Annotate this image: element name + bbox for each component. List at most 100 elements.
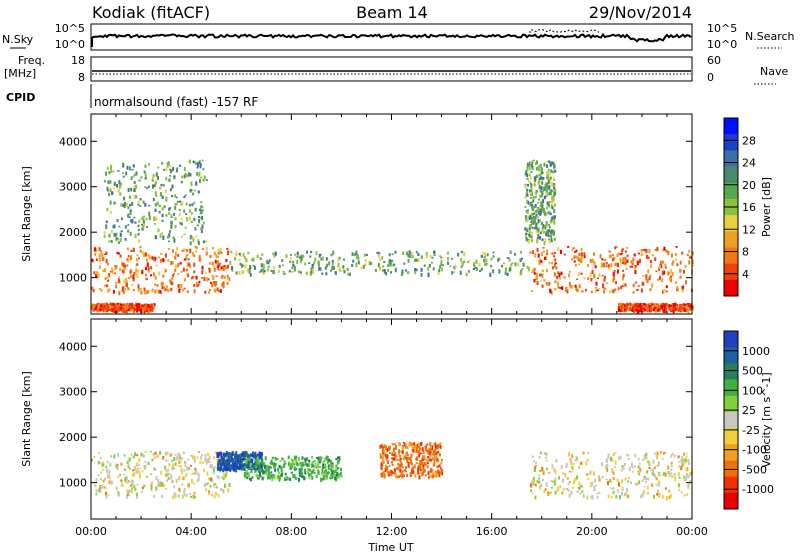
heatmap-cell (243, 256, 246, 260)
heatmap-cell (392, 454, 395, 456)
heatmap-cell (434, 456, 437, 460)
heatmap-cell (239, 456, 241, 460)
heatmap-cell (230, 464, 233, 468)
colorbar-tick-label: -100 (742, 444, 767, 457)
heatmap-cell (156, 284, 159, 287)
heatmap-cell (116, 219, 119, 222)
heatmap-cell (410, 453, 413, 458)
heatmap-cell (246, 459, 249, 464)
heatmap-cell (91, 286, 94, 290)
heatmap-cell (305, 271, 308, 276)
heatmap-cell (308, 477, 311, 480)
heatmap-cell (201, 224, 204, 229)
heatmap-cell (122, 163, 125, 168)
freq-label-2: [MHz] (4, 67, 36, 80)
heatmap-cell (404, 443, 407, 446)
heatmap-cell (547, 211, 550, 215)
heatmap-cell (161, 162, 164, 165)
heatmap-cell (284, 477, 287, 481)
heatmap-cell (627, 477, 630, 480)
heatmap-cell (146, 187, 148, 189)
heatmap-cell (146, 290, 149, 295)
heatmap-cell (280, 472, 283, 477)
nave-tick-top: 60 (707, 54, 721, 67)
heatmap-cell (548, 176, 551, 181)
heatmap-cell (232, 468, 235, 471)
colorbar-swatch (724, 134, 738, 151)
heatmap-cell (655, 483, 658, 486)
heatmap-cell (417, 253, 420, 256)
heatmap-cell (143, 484, 146, 488)
heatmap-cell (292, 459, 295, 464)
heatmap-cell (139, 467, 142, 470)
heatmap-cell (130, 484, 132, 487)
heatmap-cell (525, 236, 528, 240)
heatmap-cell (657, 278, 660, 281)
heatmap-cell (91, 303, 94, 307)
heatmap-cell (168, 179, 171, 182)
heatmap-cell (624, 250, 627, 253)
heatmap-cell (218, 289, 221, 293)
heatmap-cell (209, 465, 212, 468)
heatmap-cell (338, 256, 341, 260)
heatmap-cell (394, 250, 397, 254)
heatmap-cell (621, 464, 624, 468)
heatmap-cell (279, 476, 282, 480)
heatmap-cell (332, 250, 335, 255)
heatmap-cell (654, 309, 657, 313)
heatmap-cell (594, 478, 597, 483)
heatmap-cell (182, 451, 185, 455)
heatmap-cell (227, 464, 230, 468)
heatmap-cell (306, 250, 308, 254)
heatmap-cell (193, 472, 196, 475)
heatmap-cell (189, 204, 191, 207)
heatmap-cell (99, 488, 102, 493)
heatmap-cell (537, 253, 540, 258)
heatmap-cell (607, 453, 610, 458)
heatmap-cell (126, 302, 128, 306)
heatmap-cell (158, 210, 161, 214)
heatmap-cell (610, 496, 613, 499)
heatmap-cell (597, 289, 599, 292)
heatmap-cell (337, 467, 340, 470)
heatmap-cell (138, 239, 140, 243)
heatmap-cell (543, 452, 546, 455)
heatmap-cell (144, 450, 147, 454)
heatmap-cell (233, 454, 236, 456)
heatmap-cell (583, 255, 586, 259)
heatmap-cell (187, 258, 190, 261)
heatmap-cell (127, 277, 130, 280)
heatmap-cell (607, 480, 609, 486)
heatmap-cell (94, 484, 97, 488)
heatmap-cell (189, 241, 192, 246)
heatmap-cell (135, 304, 138, 308)
heatmap-cell (300, 472, 303, 476)
heatmap-cell (580, 486, 583, 488)
heatmap-cell (145, 273, 148, 277)
heatmap-cell (632, 291, 635, 294)
heatmap-cell (187, 458, 190, 461)
heatmap-cell (136, 467, 139, 472)
heatmap-cell (317, 464, 319, 469)
heatmap-cell (228, 458, 231, 461)
heatmap-cell (635, 281, 638, 284)
heatmap-cell (655, 270, 658, 273)
heatmap-cell (536, 237, 539, 242)
heatmap-cell (108, 475, 111, 480)
heatmap-cell (612, 490, 615, 494)
heatmap-cell (137, 304, 140, 308)
heatmap-cell (532, 215, 535, 221)
heatmap-cell (536, 273, 538, 277)
heatmap-cell (588, 472, 591, 475)
heatmap-cell (307, 463, 310, 468)
heatmap-cell (183, 209, 186, 213)
heatmap-cell (355, 250, 358, 255)
heatmap-cell (105, 491, 107, 495)
heatmap-cell (382, 269, 385, 272)
heatmap-cell (431, 468, 434, 473)
heatmap-cell (690, 471, 693, 476)
heatmap-cell (620, 261, 623, 265)
heatmap-cell (603, 289, 606, 294)
heatmap-cell (95, 478, 98, 483)
heatmap-cell (196, 172, 199, 176)
